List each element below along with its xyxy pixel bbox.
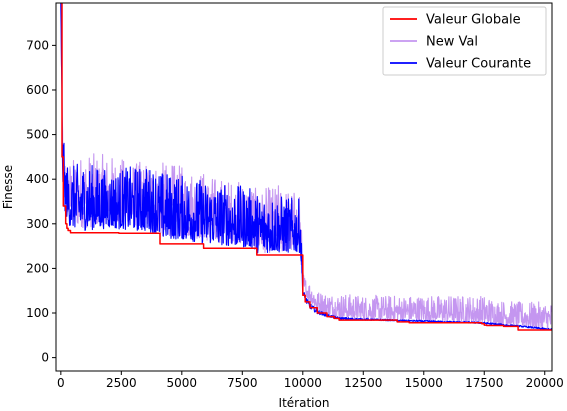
plot-area-frame xyxy=(55,2,553,372)
legend: Valeur Globale New Val Valeur Courante xyxy=(382,6,547,76)
x-tick-label: 7500 xyxy=(227,376,258,390)
x-tick-label: 2500 xyxy=(106,376,137,390)
legend-box xyxy=(382,6,547,76)
y-tick-label: 200 xyxy=(26,261,49,275)
y-axis-label: Finesse xyxy=(1,165,15,209)
x-tick-label: 0 xyxy=(57,376,65,390)
series-line-valeur-globale xyxy=(60,3,552,331)
y-axis: 0 100 200 300 400 500 600 700 xyxy=(26,38,56,365)
y-tick-label: 0 xyxy=(41,351,49,365)
y-tick-label: 300 xyxy=(26,217,49,231)
x-tick-label: 17500 xyxy=(465,376,503,390)
x-tick-label: 10000 xyxy=(284,376,322,390)
x-tick-label: 12500 xyxy=(344,376,382,390)
x-axis-label: Itération xyxy=(279,396,330,410)
x-tick-label: 5000 xyxy=(167,376,198,390)
y-tick-label: 700 xyxy=(26,38,49,52)
x-axis: 0 2500 5000 7500 10000 12500 15000 17500 20000 xyxy=(57,371,564,390)
legend-label: Valeur Courante xyxy=(426,57,531,72)
series-layer xyxy=(60,3,552,331)
y-tick-label: 500 xyxy=(26,128,49,142)
y-tick-label: 100 xyxy=(26,306,49,320)
x-tick-label: 15000 xyxy=(405,376,443,390)
legend-label: Valeur Globale xyxy=(426,13,521,28)
x-tick-label: 20000 xyxy=(526,376,564,390)
legend-label: New Val xyxy=(426,35,478,50)
y-tick-label: 400 xyxy=(26,172,49,186)
y-tick-label: 600 xyxy=(26,83,49,97)
